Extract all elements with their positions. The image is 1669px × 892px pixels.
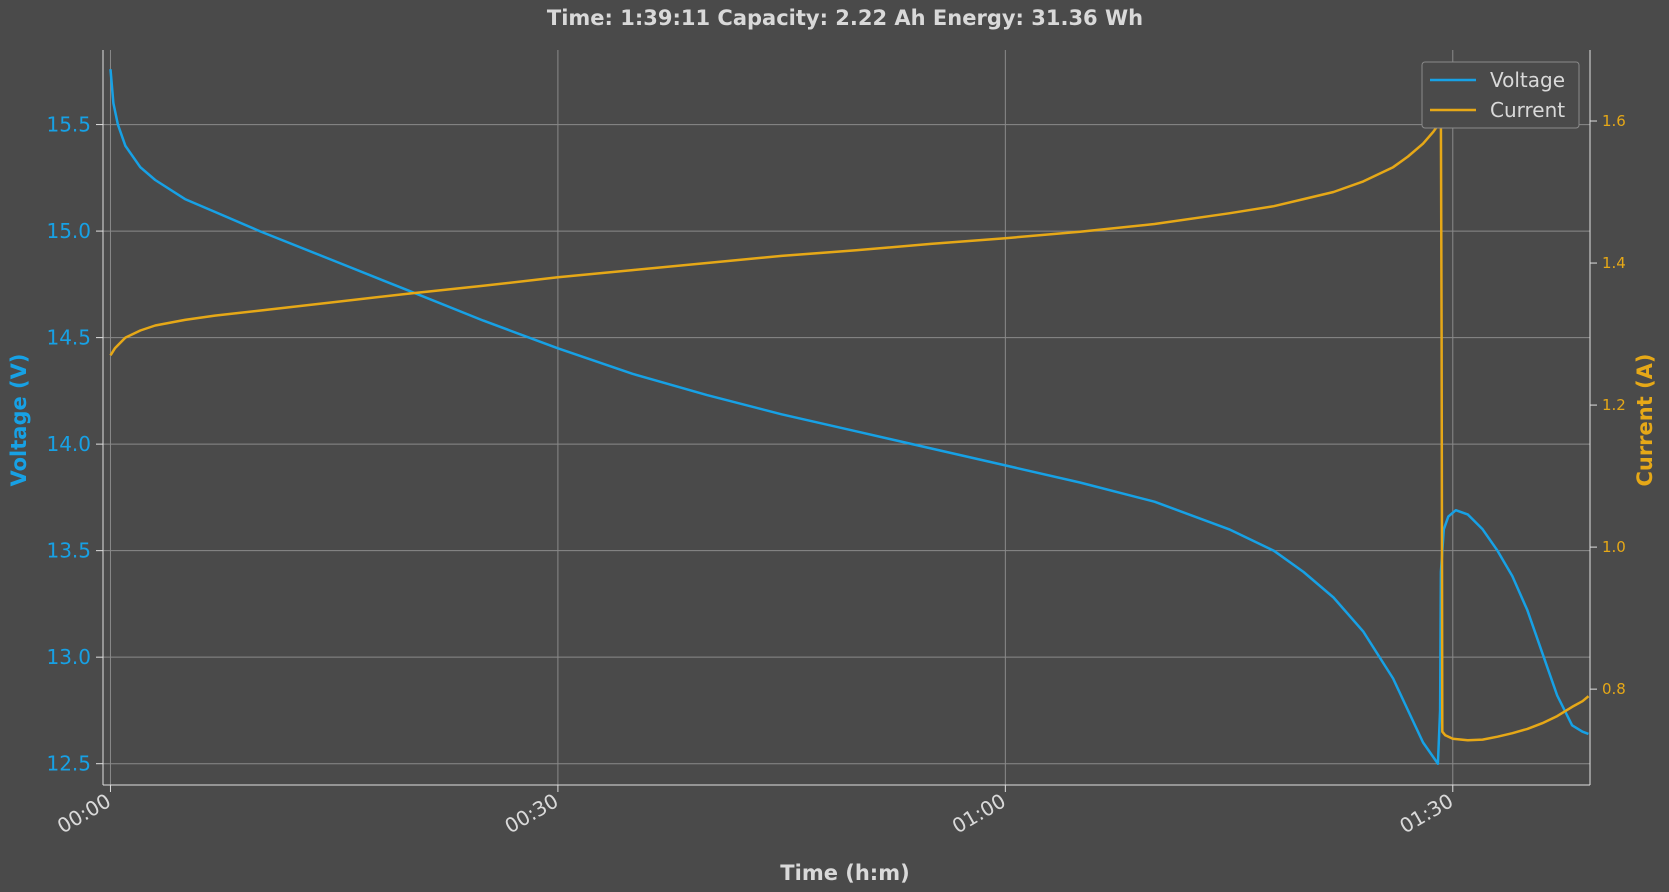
legend-label-voltage: Voltage: [1490, 68, 1565, 92]
x-tick-label: 01:00: [948, 789, 1010, 839]
y-tick-label-left: 14.5: [46, 326, 91, 350]
y-tick-label-left: 13.0: [46, 645, 91, 669]
legend: Voltage Current: [1421, 61, 1580, 129]
y-axis-label-left: Voltage (V): [7, 354, 31, 487]
plot-lines: [109, 69, 1590, 765]
y-ticks-right: 0.8 1.0 1.2 1.4 1.6: [1590, 112, 1626, 698]
y-tick-label-left: 15.5: [46, 113, 91, 137]
x-tick-label: 01:30: [1395, 789, 1457, 839]
x-tick-label: 00:30: [500, 789, 562, 839]
chart-title: Time: 1:39:11 Capacity: 2.22 Ah Energy: …: [547, 6, 1143, 30]
y-tick-label-left: 14.0: [46, 432, 91, 456]
x-axis-label: Time (h:m): [780, 861, 909, 885]
legend-box: [1421, 61, 1580, 129]
series-line-current: [109, 119, 1590, 742]
y-ticks-left: 12.5 13.0 13.5 14.0 14.5 15.0 15.5: [46, 113, 103, 776]
series-line-voltage: [109, 69, 1589, 765]
y-tick-label-left: 15.0: [46, 219, 91, 243]
y-tick-label-left: 13.5: [46, 539, 91, 563]
grid: [103, 50, 1590, 785]
y-tick-label-right: 1.4: [1602, 254, 1626, 272]
legend-label-current: Current: [1490, 98, 1565, 122]
y-tick-label-right: 0.8: [1602, 680, 1626, 698]
x-ticks: 00:00 00:30 01:00 01:30: [53, 785, 1457, 838]
x-tick-label: 00:00: [53, 789, 115, 839]
y-axis-label-right: Current (A): [1633, 353, 1657, 486]
y-tick-label-right: 1.2: [1602, 396, 1626, 414]
y-tick-label-left: 12.5: [46, 752, 91, 776]
y-tick-label-right: 1.0: [1602, 538, 1626, 556]
axes-frame: [102, 50, 1591, 786]
y-tick-label-right: 1.6: [1602, 112, 1626, 130]
